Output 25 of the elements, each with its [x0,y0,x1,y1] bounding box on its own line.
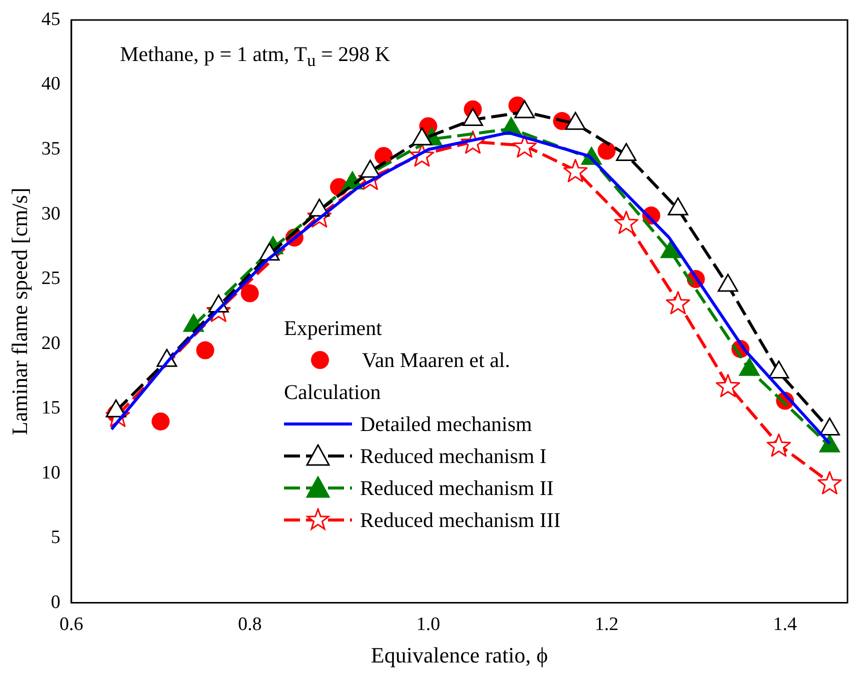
annotation: Experiment [284,314,383,342]
y-tick-label: 15 [41,398,60,419]
legend-label: Detailed mechanism [360,412,532,436]
x-tick-label: 1.4 [773,614,798,636]
y-tick-label: 30 [41,203,60,224]
y-tick-label: 25 [41,268,60,290]
y-tick-label: 0 [50,592,60,613]
legend-label: Reduced mechanism III [360,508,561,532]
y-tick-label: 5 [50,527,60,548]
y-tick-label: 20 [41,332,60,354]
annotation: Methane, p = 1 atm, T$_{u}$ = 298 K [120,42,390,72]
y-axis-title: Laminar flame speed [cm/s] [6,188,32,436]
annotation: Calculation [284,378,382,406]
x-axis-title: Equivalence ratio, ϕ [370,642,548,668]
x-tick-label: 1.2 [594,614,619,636]
legend-label: Reduced mechanism I [360,444,547,468]
y-tick-label: 45 [41,8,60,30]
legend-label: Van Maaren et al. [362,348,510,372]
x-tick-label: 0.6 [60,614,84,636]
y-tick-label: 35 [41,138,60,160]
x-tick-label: 0.8 [238,614,262,636]
y-tick-label: 40 [41,74,60,95]
x-tick-label: 1.0 [416,614,440,636]
legend-label: Reduced mechanism II [360,476,554,500]
y-tick-label: 10 [41,462,60,484]
